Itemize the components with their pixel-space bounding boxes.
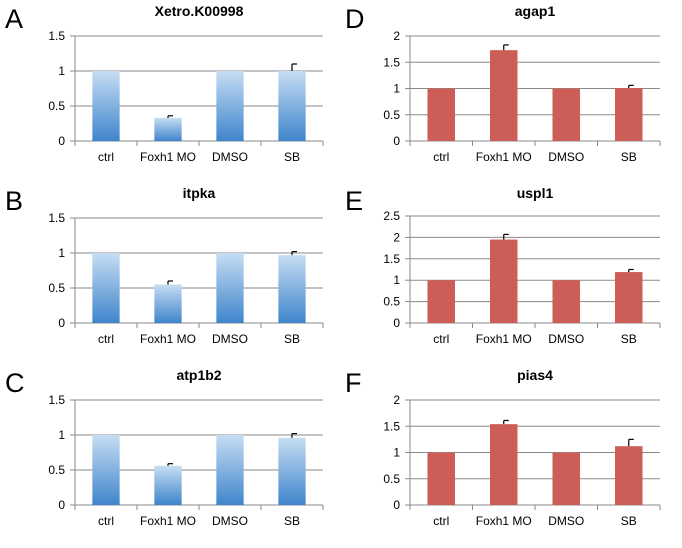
bar-dmso — [216, 253, 244, 323]
y-tick-label: 1 — [58, 246, 65, 260]
bar-foxh1-mo — [490, 50, 518, 141]
x-tick-label: ctrl — [433, 332, 449, 346]
bar-foxh1-mo — [154, 284, 182, 323]
y-tick-label: 0 — [393, 134, 400, 148]
bar-sb — [615, 272, 643, 323]
chart-title: itpka — [183, 185, 216, 201]
x-tick-label: Foxh1 MO — [140, 514, 196, 528]
bar-sb — [615, 87, 643, 141]
y-tick-label: 0 — [393, 498, 400, 512]
y-tick-label: 1 — [58, 428, 65, 442]
y-tick-label: 1.5 — [383, 419, 400, 433]
bar-ctrl — [92, 435, 120, 505]
x-tick-label: Foxh1 MO — [476, 514, 532, 528]
panel-letter: C — [5, 368, 25, 398]
x-tick-label: SB — [284, 332, 300, 346]
y-tick-label: 1.5 — [48, 211, 65, 225]
bar-ctrl — [92, 253, 120, 323]
bar-foxh1-mo — [490, 424, 518, 505]
y-tick-label: 0.5 — [383, 295, 400, 309]
bar-foxh1-mo — [154, 465, 182, 505]
x-tick-label: SB — [621, 514, 637, 528]
x-tick-label: ctrl — [433, 514, 449, 528]
bar-sb — [278, 437, 306, 505]
y-tick-label: 2 — [393, 393, 400, 407]
y-tick-label: 0 — [58, 316, 65, 330]
x-tick-label: ctrl — [98, 514, 114, 528]
y-tick-label: 0 — [58, 134, 65, 148]
bar-ctrl — [427, 88, 455, 141]
x-tick-label: Foxh1 MO — [140, 150, 196, 164]
y-tick-label: 0 — [393, 316, 400, 330]
chart-panel-a: A Xetro.K00998 0 0.5 1 1.5 ctrl Foxh1 MO DMSO SB — [5, 3, 324, 164]
x-tick-label: DMSO — [212, 332, 248, 346]
bar-ctrl — [92, 71, 120, 141]
y-tick-label: 1 — [393, 446, 400, 460]
y-tick-label: 2 — [393, 29, 400, 43]
x-tick-label: Foxh1 MO — [140, 332, 196, 346]
chart-title: atp1b2 — [176, 367, 221, 383]
y-tick-label: 1.5 — [383, 252, 400, 266]
chart-title: pias4 — [517, 367, 553, 383]
panel-letter: E — [345, 186, 363, 216]
panel-letter: F — [345, 368, 362, 398]
x-tick-label: DMSO — [212, 514, 248, 528]
bar-dmso — [216, 435, 244, 505]
x-tick-label: DMSO — [212, 150, 248, 164]
y-tick-label: 1 — [58, 64, 65, 78]
y-tick-label: 1 — [393, 82, 400, 96]
x-tick-label: SB — [621, 150, 637, 164]
x-tick-label: Foxh1 MO — [476, 332, 532, 346]
panel-letter: B — [5, 186, 23, 216]
x-tick-label: Foxh1 MO — [476, 150, 532, 164]
y-tick-label: 1.5 — [48, 393, 65, 407]
x-tick-label: ctrl — [433, 150, 449, 164]
chart-title: uspl1 — [517, 185, 554, 201]
y-tick-label: 0.5 — [48, 99, 65, 113]
bar-dmso — [552, 88, 580, 141]
x-tick-label: SB — [284, 514, 300, 528]
y-tick-label: 2 — [393, 230, 400, 244]
x-tick-label: DMSO — [548, 514, 584, 528]
y-tick-label: 0.5 — [383, 108, 400, 122]
y-tick-label: 0.5 — [48, 281, 65, 295]
bar-ctrl — [427, 452, 455, 505]
bar-dmso — [552, 280, 580, 323]
chart-title: Xetro.K00998 — [155, 3, 244, 19]
x-tick-label: DMSO — [548, 150, 584, 164]
bar-foxh1-mo — [490, 239, 518, 323]
panel-letter: A — [5, 4, 23, 34]
chart-title: agap1 — [515, 3, 556, 19]
y-tick-label: 0.5 — [48, 463, 65, 477]
panel-letter: D — [345, 4, 365, 34]
y-tick-label: 2.5 — [383, 209, 400, 223]
bar-sb — [615, 446, 643, 505]
y-tick-label: 1 — [393, 273, 400, 287]
y-tick-label: 0 — [58, 498, 65, 512]
bar-ctrl — [427, 280, 455, 323]
y-tick-label: 1.5 — [383, 55, 400, 69]
bar-sb — [278, 71, 306, 141]
x-tick-label: SB — [284, 150, 300, 164]
bar-foxh1-mo — [154, 117, 182, 141]
bar-dmso — [216, 71, 244, 141]
x-tick-label: ctrl — [98, 150, 114, 164]
y-tick-label: 0.5 — [383, 472, 400, 486]
y-tick-label: 1.5 — [48, 29, 65, 43]
x-tick-label: SB — [621, 332, 637, 346]
x-tick-label: DMSO — [548, 332, 584, 346]
bar-dmso — [552, 452, 580, 505]
bar-sb — [278, 255, 306, 323]
x-tick-label: ctrl — [98, 332, 114, 346]
